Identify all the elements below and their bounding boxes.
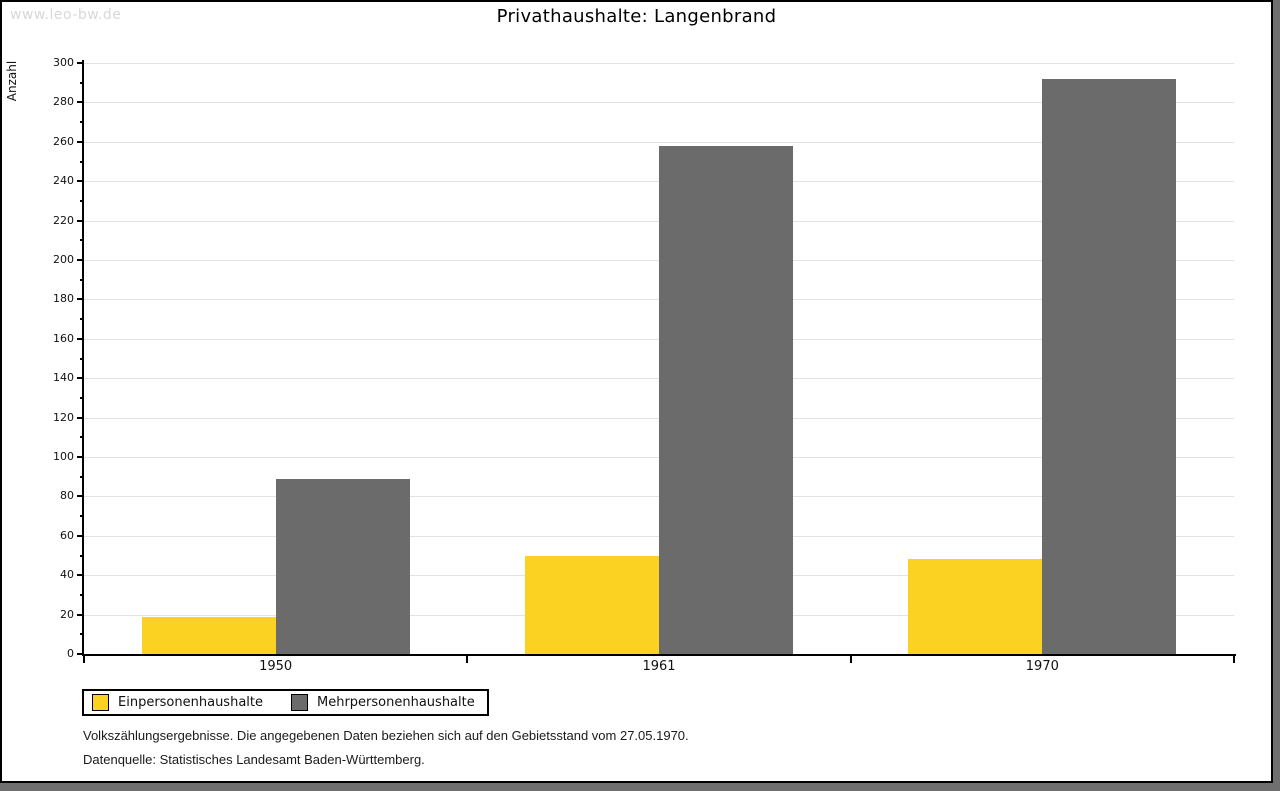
- y-axis-tick-label: 180: [53, 292, 74, 306]
- y-axis-tick-label: 60: [60, 528, 74, 542]
- grid-line: [84, 102, 1234, 104]
- legend-label: Mehrpersonenhaushalte: [317, 695, 475, 710]
- y-axis-tick-label: 280: [53, 95, 74, 109]
- y-axis-tick: [77, 456, 84, 458]
- chart-title: Privathaushalte: Langenbrand: [496, 6, 777, 27]
- y-axis-minor-tick: [80, 357, 84, 360]
- y-axis-tick-label: 140: [53, 371, 74, 385]
- y-axis-tick: [77, 337, 84, 340]
- y-axis-minor-tick: [80, 554, 84, 557]
- chart-plot-area: 1950 1961 1970 0 20 40 60 80 100 120 140 160 180 200 2…: [2, 2, 1271, 781]
- legend-swatch-einpersonenhaushalte: [92, 694, 109, 711]
- y-axis-tick-label: 120: [53, 410, 74, 424]
- bar-mehrpersonenhaushalte-1950: [275, 478, 410, 654]
- y-axis-tick-label: 200: [53, 253, 74, 266]
- y-axis-tick: [77, 416, 84, 419]
- y-axis-tick-label: 20: [60, 607, 74, 621]
- legend-label: Einpersonenhaushalte: [118, 695, 263, 710]
- y-axis-tick-label: 40: [60, 568, 74, 582]
- y-axis-tick-label: 160: [53, 331, 74, 345]
- y-axis-tick: [77, 62, 84, 64]
- x-category-label: 1950: [259, 659, 293, 674]
- bar-einpersonenhaushalte-1950: [141, 616, 276, 654]
- y-axis-minor-tick: [80, 475, 84, 478]
- y-axis-minor-tick: [80, 318, 84, 321]
- y-axis-tick-label: 240: [53, 174, 74, 188]
- y-axis-minor-tick: [80, 121, 84, 124]
- y-axis-minor-tick: [80, 633, 84, 636]
- legend-item-einpersonenhaushalte: Einpersonenhaushalte: [92, 694, 263, 711]
- y-axis-tick-label: 100: [53, 450, 74, 463]
- bar-einpersonenhaushalte-1961: [525, 555, 659, 654]
- y-axis-minor-tick: [80, 593, 84, 596]
- x-axis-line: [82, 654, 1236, 656]
- y-axis-tick-label: 0: [67, 647, 74, 660]
- y-axis-tick: [77, 180, 84, 183]
- legend-item-mehrpersonenhaushalte: Mehrpersonenhaushalte: [291, 694, 475, 711]
- y-axis-tick: [77, 259, 84, 261]
- x-axis-tick: [849, 654, 852, 663]
- y-axis-tick: [77, 101, 84, 104]
- y-axis-tick-label: 80: [60, 489, 74, 503]
- watermark-url: www.leo-bw.de: [10, 7, 122, 23]
- x-axis-tick: [83, 654, 85, 663]
- y-axis-tick: [77, 219, 84, 222]
- y-axis-minor-tick: [80, 278, 84, 281]
- y-axis-minor-tick: [80, 239, 84, 242]
- grid-line: [84, 141, 1234, 143]
- bar-mehrpersonenhaushalte-1970: [1042, 78, 1177, 654]
- y-axis-tick: [77, 574, 84, 577]
- y-axis-tick: [77, 613, 84, 616]
- y-axis-tick-label: 300: [53, 56, 74, 69]
- x-category-label: 1961: [642, 659, 676, 674]
- bar-mehrpersonenhaushalte-1961: [659, 145, 793, 654]
- y-axis-minor-tick: [80, 436, 84, 439]
- y-axis-minor-tick: [80, 199, 84, 202]
- y-axis-tick: [77, 377, 84, 380]
- x-axis-tick: [466, 654, 469, 663]
- y-axis-minor-tick: [80, 160, 84, 163]
- y-axis-tick: [77, 495, 84, 498]
- x-axis-tick: [1233, 654, 1235, 663]
- y-axis-tick: [77, 534, 84, 537]
- y-axis-minor-tick: [80, 81, 84, 84]
- x-category-label: 1970: [1025, 659, 1059, 674]
- y-axis-tick-label: 220: [53, 213, 74, 227]
- y-axis-minor-tick: [80, 515, 84, 518]
- legend: Einpersonenhaushalte Mehrpersonenhaushalt…: [82, 689, 489, 716]
- y-axis-tick-label: 260: [53, 134, 74, 148]
- bar-einpersonenhaushalte-1970: [908, 559, 1043, 654]
- y-axis-tick: [77, 298, 84, 301]
- legend-swatch-mehrpersonenhaushalte: [291, 694, 308, 711]
- y-axis-tick: [77, 140, 84, 143]
- footnote-datenquelle: Datenquelle: Statistisches Landesamt Bad…: [83, 752, 425, 767]
- footnote-gebietsstand: Volkszählungsergebnisse. Die angegebenen…: [83, 728, 689, 743]
- y-axis-tick: [77, 653, 84, 655]
- y-axis-minor-tick: [80, 396, 84, 399]
- grid-line: [84, 63, 1234, 64]
